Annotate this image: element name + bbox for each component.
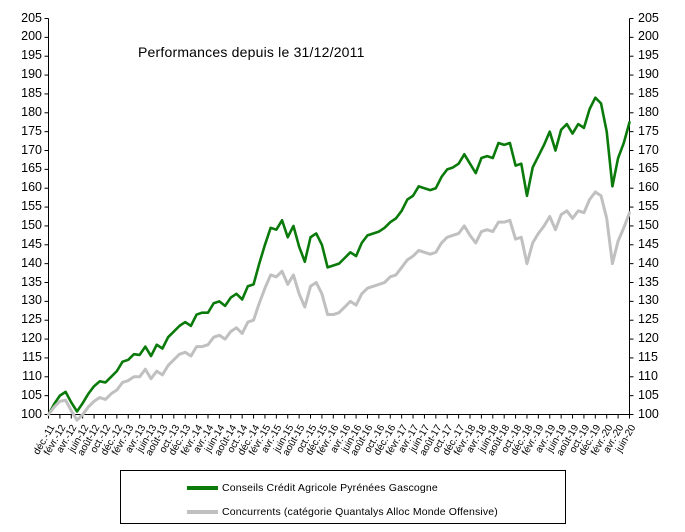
y-axis-tick-label: 175 bbox=[21, 123, 42, 138]
y-axis-tick-label: 160 bbox=[21, 180, 42, 195]
y-axis-tick-label: 105 bbox=[638, 387, 659, 402]
chart-title: Performances depuis le 31/12/2011 bbox=[138, 44, 365, 60]
y-axis-tick-label: 155 bbox=[638, 199, 659, 214]
y-axis-tick-label: 100 bbox=[21, 406, 42, 421]
legend-swatch-0 bbox=[187, 486, 218, 490]
y-axis-tick-label: 120 bbox=[638, 331, 659, 346]
y-axis-tick-label: 125 bbox=[21, 312, 42, 327]
y-axis-tick-label: 160 bbox=[638, 180, 659, 195]
y-axis-tick-label: 200 bbox=[21, 29, 42, 44]
chart-axes bbox=[44, 18, 634, 419]
y-axis-tick-label: 190 bbox=[21, 67, 42, 82]
y-axis-tick-label: 115 bbox=[638, 349, 658, 364]
y-axis-tick-label: 130 bbox=[21, 293, 42, 308]
y-axis-tick-label: 175 bbox=[638, 123, 659, 138]
legend-label-0: Conseils Crédit Agricole Pyrénées Gascog… bbox=[222, 482, 438, 494]
y-axis-tick-label: 165 bbox=[21, 161, 42, 176]
y-axis-tick-label: 150 bbox=[21, 217, 42, 232]
y-axis-tick-label: 130 bbox=[638, 293, 659, 308]
chart-series-layer bbox=[47, 96, 631, 422]
y-axis-tick-label: 145 bbox=[21, 236, 42, 251]
legend-item-1: Concurrents (catégorie Quantalys Alloc M… bbox=[187, 506, 498, 518]
y-axis-tick-label: 155 bbox=[21, 199, 42, 214]
y-axis-tick-label: 180 bbox=[638, 104, 659, 119]
y-axis-tick-label: 105 bbox=[21, 387, 42, 402]
legend-label-1: Concurrents (catégorie Quantalys Alloc M… bbox=[222, 506, 498, 518]
y-axis-tick-label: 205 bbox=[638, 10, 659, 25]
y-axis-tick-label: 185 bbox=[638, 85, 659, 100]
y-axis-tick-label: 135 bbox=[638, 274, 659, 289]
y-axis-tick-label: 145 bbox=[638, 236, 659, 251]
y-axis-tick-label: 125 bbox=[638, 312, 659, 327]
y-axis-tick-label: 190 bbox=[638, 67, 659, 82]
y-axis-tick-label: 120 bbox=[21, 331, 42, 346]
y-axis-tick-label: 135 bbox=[21, 274, 42, 289]
y-axis-tick-label: 205 bbox=[21, 10, 42, 25]
y-axis-tick-label: 115 bbox=[22, 349, 42, 364]
legend-swatch-1 bbox=[187, 510, 218, 514]
y-axis-tick-label: 100 bbox=[638, 406, 659, 421]
y-axis-tick-label: 165 bbox=[638, 161, 659, 176]
y-axis-tick-label: 140 bbox=[638, 255, 659, 270]
legend-item-0: Conseils Crédit Agricole Pyrénées Gascog… bbox=[187, 482, 438, 494]
y-axis-tick-label: 170 bbox=[21, 142, 42, 157]
y-axis-tick-label: 195 bbox=[638, 48, 659, 63]
y-axis-tick-label: 110 bbox=[22, 368, 42, 383]
y-axis-tick-label: 170 bbox=[638, 142, 659, 157]
y-axis-tick-label: 195 bbox=[21, 48, 42, 63]
y-axis-tick-label: 200 bbox=[638, 29, 659, 44]
chart-legend: Conseils Crédit Agricole Pyrénées Gascog… bbox=[120, 470, 566, 524]
y-axis-tick-label: 110 bbox=[638, 368, 658, 383]
y-axis-tick-label: 140 bbox=[21, 255, 42, 270]
y-axis-tick-label: 180 bbox=[21, 104, 42, 119]
y-axis-tick-label: 185 bbox=[21, 85, 42, 100]
y-axis-tick-label: 150 bbox=[638, 217, 659, 232]
